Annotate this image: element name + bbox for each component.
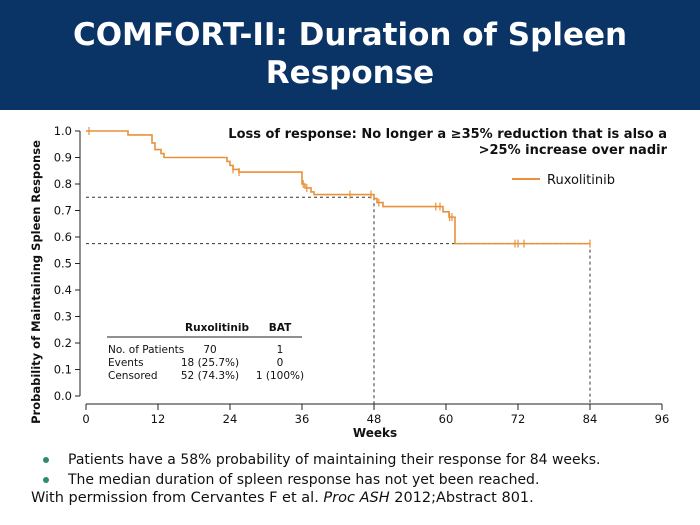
y-tick-label: 0.2	[54, 336, 72, 350]
x-tick-label: 0	[82, 412, 89, 426]
table-cell: 1	[277, 344, 284, 356]
table-cell: 52 (74.3%)	[181, 370, 239, 382]
reference-line	[86, 243, 591, 404]
bullet-item: Patients have a 58% probability of maint…	[40, 450, 680, 470]
y-tick-label: 0.7	[54, 204, 72, 218]
kaplan-meier-chart: Probability of Maintaining Spleen Respon…	[29, 124, 670, 440]
x-axis-label: Weeks	[353, 426, 397, 440]
patient-summary-table: Ruxolitinib BAT No. of Patients 70 1 Events 18…	[107, 322, 304, 382]
bullet-dot-icon	[43, 477, 49, 483]
journal-name: Proc ASH	[323, 490, 390, 506]
x-tick-label: 36	[295, 412, 310, 426]
y-tick-label: 0.3	[54, 310, 72, 324]
y-axis-label: Probability of Maintaining Spleen Respon…	[29, 140, 43, 424]
table-header: Ruxolitinib	[185, 322, 249, 334]
loss-of-response-annotation: Loss of response: No longer a ≥35% reduc…	[228, 127, 667, 158]
title-banner: COMFORT-II: Duration of Spleen Response	[0, 0, 700, 110]
bullet-dot-icon	[43, 457, 49, 463]
legend-label: Ruxolitinib	[547, 173, 615, 188]
y-tick-label: 0.4	[54, 283, 72, 297]
title-line-2: Response	[265, 55, 435, 91]
y-tick-label: 0.6	[54, 230, 72, 244]
x-tick-label: 84	[583, 412, 598, 426]
table-cell: 0	[277, 357, 284, 369]
bullet-list: Patients have a 58% probability of maint…	[40, 450, 680, 490]
table-cell: 70	[203, 344, 216, 356]
title-line-1: COMFORT-II: Duration of Spleen	[72, 17, 628, 53]
y-tick-label: 0.5	[54, 257, 72, 271]
table-cell: 1 (100%)	[256, 370, 304, 382]
permission-citation: With permission from Cervantes F et al. …	[31, 490, 534, 506]
y-tick-label: 0.0	[54, 389, 72, 403]
x-tick-label: 72	[511, 412, 526, 426]
bullet-item: The median duration of spleen response h…	[40, 470, 680, 490]
page-title: COMFORT-II: Duration of Spleen Response	[0, 0, 700, 92]
y-tick-label: 0.8	[54, 177, 72, 191]
table-cell: Censored	[108, 370, 158, 382]
y-tick-label: 1.0	[54, 124, 72, 138]
x-tick-label: 24	[223, 412, 238, 426]
table-cell: 18 (25.7%)	[181, 357, 239, 369]
table-cell: No. of Patients	[108, 344, 184, 356]
km-curve-ruxolitinib	[86, 130, 590, 245]
x-tick-label: 60	[439, 412, 454, 426]
table-header: BAT	[269, 322, 292, 334]
x-tick-label: 96	[655, 412, 670, 426]
x-tick-label: 12	[151, 412, 166, 426]
x-tick-label: 48	[367, 412, 382, 426]
y-tick-label: 0.1	[54, 363, 72, 377]
table-cell: Events	[108, 357, 144, 369]
y-tick-label: 0.9	[54, 151, 72, 165]
